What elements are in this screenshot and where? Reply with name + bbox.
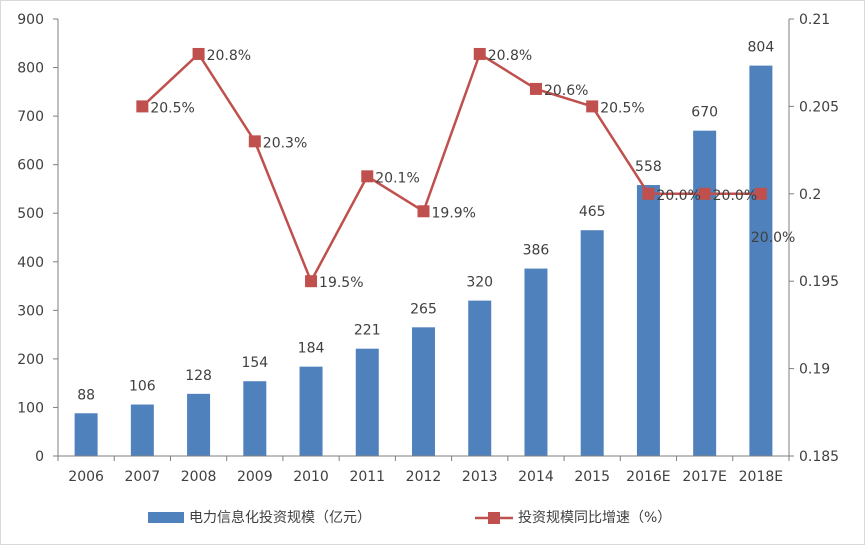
- x-tick-label: 2012: [406, 469, 442, 485]
- left-tick-label: 100: [17, 400, 44, 416]
- left-tick-label: 800: [17, 61, 44, 77]
- left-tick-label: 300: [17, 303, 44, 319]
- bar: [130, 404, 154, 456]
- bar: [243, 381, 267, 456]
- bar-series: [74, 65, 773, 456]
- line-value-label: 20.3%: [263, 135, 307, 151]
- bar-value-label: 128: [185, 368, 212, 384]
- x-tick-label: 2007: [125, 469, 161, 485]
- line-value-label: 20.5%: [150, 100, 194, 116]
- data-labels: 88 106 128 154 184 221 265 320 386 465 558 670 804 20…: [77, 40, 795, 404]
- bar-value-label: 154: [241, 355, 268, 371]
- bar: [580, 230, 604, 456]
- line-marker: [417, 205, 430, 218]
- line-value-label: 19.5%: [319, 275, 363, 291]
- line-marker: [248, 135, 261, 148]
- x-tick-label: 2010: [293, 469, 329, 485]
- legend: 电力信息化投资规模（亿元） 投资规模同比增速（%）: [148, 509, 671, 526]
- growth-line: [141, 52, 761, 285]
- line-marker: [473, 47, 486, 60]
- left-tick-label: 200: [17, 352, 44, 368]
- left-tick-label: 400: [17, 255, 44, 271]
- legend-bar-label: 电力信息化投资规模（亿元）: [189, 509, 371, 526]
- right-tick-label: 0.2: [799, 187, 821, 203]
- line-value-label: 20.6%: [544, 83, 588, 99]
- bar-value-label: 221: [354, 323, 381, 339]
- bar-value-label: 804: [748, 40, 775, 56]
- x-tick-label: 2018E: [739, 469, 783, 485]
- bar-value-label: 670: [691, 105, 718, 121]
- bar-value-label: 320: [466, 275, 493, 291]
- line-marker: [136, 100, 149, 113]
- right-tick-label: 0.185: [799, 449, 839, 465]
- line-marker: [698, 187, 711, 200]
- left-tick-label: 700: [17, 109, 44, 125]
- bar: [187, 393, 211, 456]
- left-tick-label: 0: [35, 449, 44, 465]
- left-tick-label: 900: [17, 12, 44, 28]
- left-tick-label: 600: [17, 158, 44, 174]
- legend-bar-swatch: [148, 512, 184, 523]
- line-marker: [192, 47, 205, 60]
- bar: [412, 327, 435, 456]
- line-marker: [305, 275, 318, 288]
- line-value-label: 19.9%: [432, 205, 476, 221]
- bar-value-label: 265: [410, 301, 437, 317]
- right-tick-label: 0.205: [799, 99, 839, 115]
- axes: 0 100 200 300 400 500 600 700 800 900 0.185 0.19 0.1…: [17, 12, 839, 485]
- bar-value-label: 106: [129, 379, 156, 395]
- left-tick-label: 500: [17, 206, 44, 222]
- line-value-label: 20.0%: [656, 188, 700, 204]
- bar: [693, 130, 717, 456]
- right-tick-label: 0.19: [799, 362, 830, 378]
- bar-value-label: 465: [579, 204, 606, 220]
- line-marker: [529, 82, 542, 95]
- legend-line-label: 投资规模同比增速（%）: [518, 510, 671, 526]
- line-value-label: 20.0%: [751, 230, 795, 246]
- bar-value-label: 386: [523, 243, 550, 259]
- right-tick-label: 0.195: [799, 274, 839, 290]
- x-tick-label: 2009: [237, 469, 273, 485]
- line-value-label: 20.5%: [600, 100, 644, 116]
- x-tick-label: 2006: [68, 469, 104, 485]
- x-tick-label: 2014: [518, 469, 554, 485]
- bar: [524, 268, 548, 456]
- legend-line-marker: [488, 512, 500, 524]
- line-marker: [361, 170, 374, 183]
- x-tick-label: 2013: [462, 469, 498, 485]
- line-marker: [642, 187, 655, 200]
- line-value-label: 20.0%: [713, 188, 757, 204]
- bar: [299, 366, 323, 456]
- bar: [749, 65, 773, 456]
- right-tick-label: 0.21: [799, 12, 830, 28]
- bar: [74, 413, 98, 456]
- bar-value-label: 88: [77, 387, 95, 403]
- line-marker: [754, 187, 767, 200]
- x-tick-label: 2011: [349, 469, 385, 485]
- line-marker: [586, 100, 599, 113]
- bar: [636, 185, 660, 456]
- bar: [468, 300, 492, 456]
- line-value-label: 20.1%: [375, 170, 419, 186]
- bar-value-label: 184: [298, 341, 325, 357]
- line-value-label: 20.8%: [207, 48, 251, 64]
- line-value-label: 20.8%: [488, 48, 532, 64]
- line-series: [136, 47, 767, 288]
- x-tick-label: 2017E: [682, 469, 726, 485]
- x-tick-label: 2008: [181, 469, 217, 485]
- x-tick-label: 2015: [574, 469, 610, 485]
- x-tick-label: 2016E: [626, 469, 670, 485]
- bar-value-label: 558: [635, 159, 662, 175]
- bar: [355, 348, 379, 456]
